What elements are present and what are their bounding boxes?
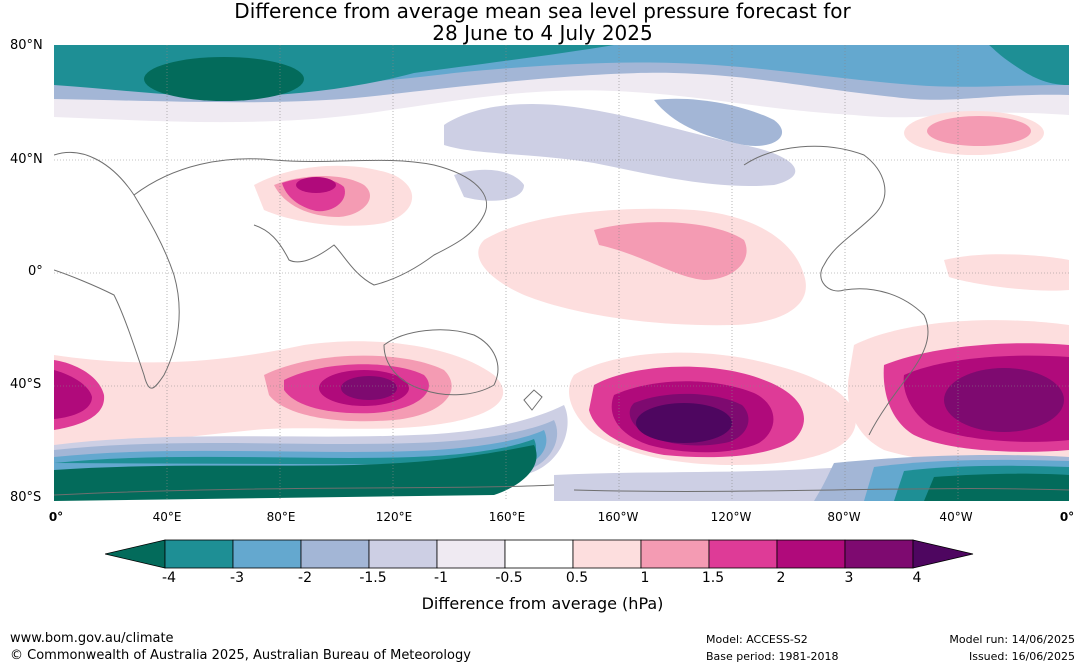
lon-label-0-left: 0° [48,510,64,524]
lat-label-80n: 80°N [10,38,43,53]
colorbar-segment [368,539,438,569]
map-title-line2: 28 June to 4 July 2025 [432,21,653,45]
footer-base-period: Base period: 1981-2018 [706,650,839,663]
lon-label-80e: 80°E [266,510,296,524]
arctic-anomaly-field [54,45,1069,123]
colorbar-segment [436,539,506,569]
lon-label-40e: 40°E [152,510,182,524]
lat-label-80s: 80°S [10,490,42,505]
footer-url: www.bom.gov.au/climate [10,631,174,646]
colorbar [105,539,974,569]
colorbar-tick: 2 [776,570,786,586]
coastlines [54,145,1069,496]
asia-high [254,165,413,226]
colorbar-tick: -4 [162,570,176,586]
colorbar-tick: -2 [298,570,312,586]
map-svg [54,45,1069,501]
lon-label-120e: 120°E [375,510,413,524]
colorbar-tick: 1.5 [701,570,725,586]
colorbar-segment [572,539,642,569]
footer-model-run: Model run: 14/06/2025 [949,633,1075,646]
colorbar-label: Difference from average (hPa) [421,594,664,613]
colorbar-segment [300,539,370,569]
map-title-line1: Difference from average mean sea level p… [234,0,851,23]
lon-label-160e: 160°E [488,510,526,524]
north-atlantic-high [904,111,1044,155]
colorbar-tick: 3 [844,570,854,586]
footer-issued: Issued: 16/06/2025 [968,650,1075,663]
lon-label-160w: 160°W [597,510,639,524]
colorbar-tick: -3 [230,570,244,586]
colorbar-arrow-high [912,539,974,569]
lon-label-0-right: 0° [1059,510,1075,524]
footer-copyright: © Commonwealth of Australia 2025, Austra… [10,648,471,663]
pressure-anomaly-map [54,45,1069,501]
lat-label-40s: 40°S [10,377,42,392]
colorbar-arrow-low [105,539,166,569]
colorbar-segment [708,539,778,569]
lon-label-40w: 40°W [939,510,973,524]
graticule [54,45,1069,501]
colorbar-tick: 4 [912,570,922,586]
pacific-high [478,208,1069,326]
colorbar-segment [640,539,710,569]
colorbar-tick: 0.5 [565,570,589,586]
colorbar-segment [504,539,574,569]
colorbar-segment [232,539,302,569]
colorbar-tick: -1.5 [359,570,387,586]
colorbar-tick: 1 [640,570,650,586]
lon-label-120w: 120°W [710,510,752,524]
colorbar-segment [164,539,234,569]
lat-label-0: 0° [28,264,43,279]
lat-label-40n: 40°N [10,152,43,167]
northern-lows [444,98,796,201]
footer-model: Model: ACCESS-S2 [706,633,808,646]
colorbar-segment [844,539,914,569]
colorbar-tick: -0.5 [495,570,523,586]
lon-label-80w: 80°W [827,510,861,524]
colorbar-tick: -1 [434,570,448,586]
colorbar-segment [776,539,846,569]
